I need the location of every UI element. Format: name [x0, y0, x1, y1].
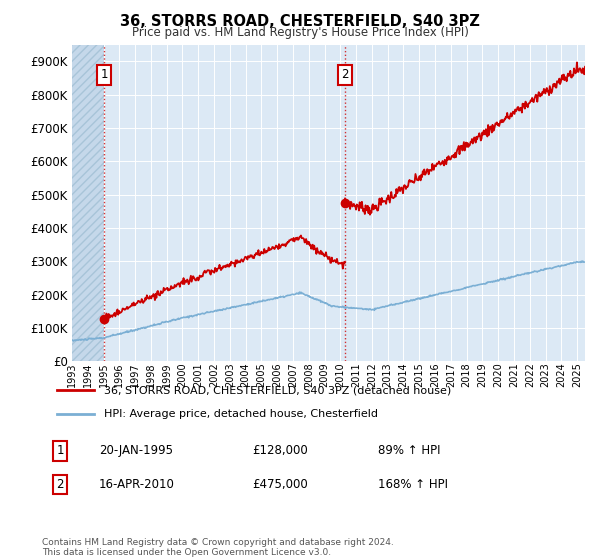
Text: 89% ↑ HPI: 89% ↑ HPI: [378, 444, 440, 458]
Text: £475,000: £475,000: [252, 478, 308, 491]
Text: Price paid vs. HM Land Registry's House Price Index (HPI): Price paid vs. HM Land Registry's House …: [131, 26, 469, 39]
Text: 20-JAN-1995: 20-JAN-1995: [99, 444, 173, 458]
Text: 36, STORRS ROAD, CHESTERFIELD, S40 3PZ: 36, STORRS ROAD, CHESTERFIELD, S40 3PZ: [120, 14, 480, 29]
Text: 1: 1: [56, 444, 64, 458]
Text: 16-APR-2010: 16-APR-2010: [99, 478, 175, 491]
Text: Contains HM Land Registry data © Crown copyright and database right 2024.
This d: Contains HM Land Registry data © Crown c…: [42, 538, 394, 557]
Text: 2: 2: [341, 68, 349, 81]
Text: 2: 2: [56, 478, 64, 491]
Text: HPI: Average price, detached house, Chesterfield: HPI: Average price, detached house, Ches…: [104, 408, 378, 418]
Text: 36, STORRS ROAD, CHESTERFIELD, S40 3PZ (detached house): 36, STORRS ROAD, CHESTERFIELD, S40 3PZ (…: [104, 385, 451, 395]
Bar: [72, 45, 104, 361]
Text: £128,000: £128,000: [252, 444, 308, 458]
Text: 1: 1: [101, 68, 108, 81]
Text: 168% ↑ HPI: 168% ↑ HPI: [378, 478, 448, 491]
